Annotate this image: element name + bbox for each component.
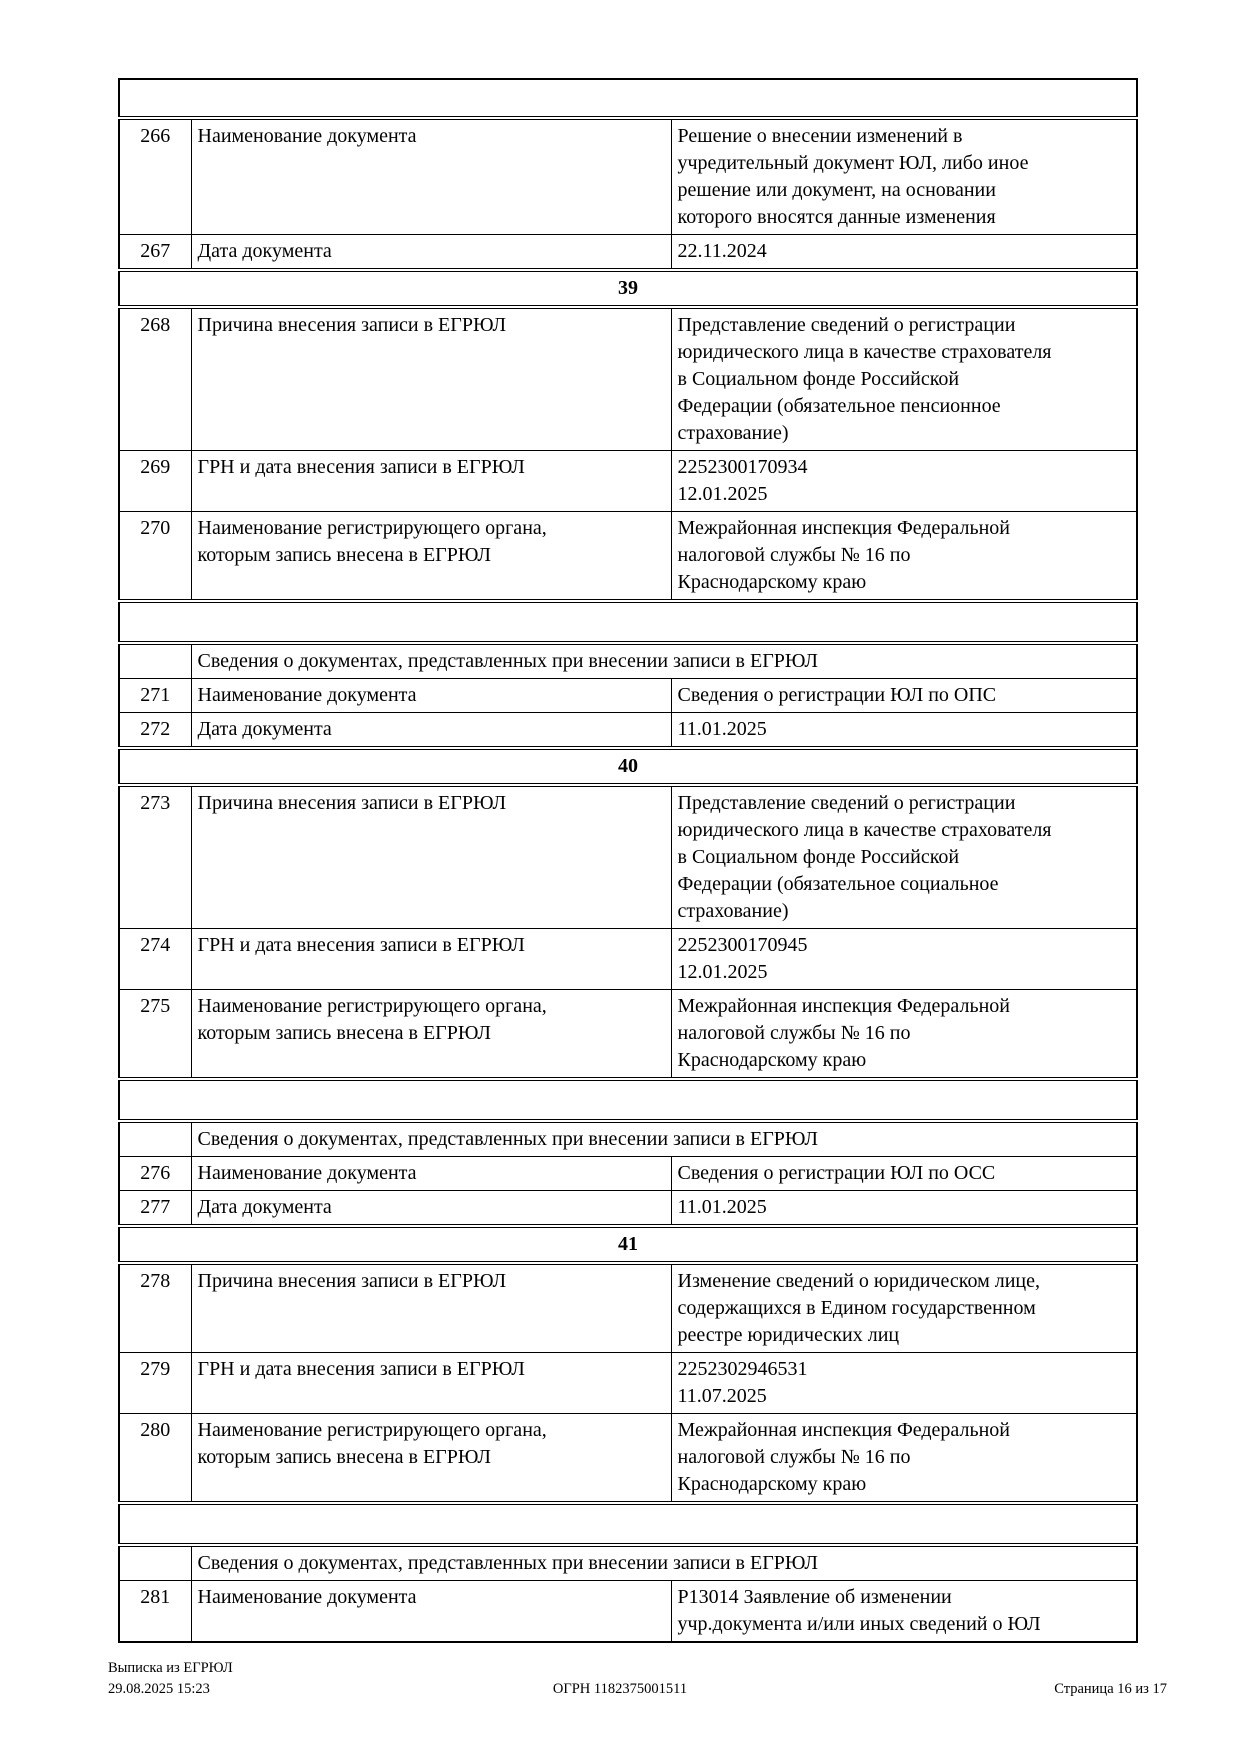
field-value: Р13014 Заявление об изменении учр.докуме…	[670, 1580, 1138, 1643]
table-row: 276 Наименование документа Сведения о ре…	[118, 1156, 1138, 1191]
spacer-row	[118, 1501, 1138, 1547]
section-number-row: 41	[118, 1224, 1138, 1265]
table-row: 268 Причина внесения записи в ЕГРЮЛ Пред…	[118, 306, 1138, 451]
table-row: 280 Наименование регистрирующего органа,…	[118, 1413, 1138, 1504]
field-label: ГРН и дата внесения записи в ЕГРЮЛ	[190, 928, 672, 990]
documents-header-row: Сведения о документах, представленных пр…	[118, 1120, 1138, 1157]
field-value: 11.01.2025	[670, 1190, 1138, 1227]
field-label: Наименование регистрирующего органа, кот…	[190, 511, 672, 602]
section-number-row: 40	[118, 746, 1138, 787]
table-row: 270 Наименование регистрирующего органа,…	[118, 511, 1138, 602]
field-value: Межрайонная инспекция Федеральной налого…	[670, 1413, 1138, 1504]
table-row: 266 Наименование документа Решение о вне…	[118, 117, 1138, 235]
row-number: 266	[118, 117, 192, 235]
field-value: Сведения о регистрации ЮЛ по ОСС	[670, 1156, 1138, 1191]
footer-ogrn: ОГРН 1182375001511	[552, 1681, 688, 1697]
spacer-cell	[118, 1501, 1138, 1547]
table-row: 267 Дата документа 22.11.2024	[118, 234, 1138, 271]
field-label: Наименование регистрирующего органа, кот…	[190, 1413, 672, 1504]
footer-doc-info: Выписка из ЕГРЮЛ 29.08.2025 15:23	[108, 1658, 233, 1700]
row-number: 270	[118, 511, 192, 602]
documents-header-row: Сведения о документах, представленных пр…	[118, 642, 1138, 679]
field-value: Межрайонная инспекция Федеральной налого…	[670, 989, 1138, 1080]
field-value: 2252300170945 12.01.2025	[670, 928, 1138, 990]
footer-doc-title: Выписка из ЕГРЮЛ	[108, 1660, 233, 1676]
table-row: 269 ГРН и дата внесения записи в ЕГРЮЛ 2…	[118, 450, 1138, 512]
field-label: Причина внесения записи в ЕГРЮЛ	[190, 784, 672, 929]
field-label: Дата документа	[190, 234, 672, 271]
row-number: 281	[118, 1580, 192, 1643]
spacer-cell	[118, 599, 1138, 645]
table-row: 278 Причина внесения записи в ЕГРЮЛ Изме…	[118, 1262, 1138, 1353]
field-label: ГРН и дата внесения записи в ЕГРЮЛ	[190, 1352, 672, 1414]
table-row: 275 Наименование регистрирующего органа,…	[118, 989, 1138, 1080]
row-number: 273	[118, 784, 192, 929]
row-number: 275	[118, 989, 192, 1080]
field-label: Наименование документа	[190, 1580, 672, 1643]
row-number: 272	[118, 712, 192, 749]
row-number: 274	[118, 928, 192, 990]
field-label: Причина внесения записи в ЕГРЮЛ	[190, 306, 672, 451]
blank-cell	[118, 78, 1138, 120]
table-row: 279 ГРН и дата внесения записи в ЕГРЮЛ 2…	[118, 1352, 1138, 1414]
row-number: 276	[118, 1156, 192, 1191]
field-label: ГРН и дата внесения записи в ЕГРЮЛ	[190, 450, 672, 512]
empty-number-cell	[118, 642, 192, 679]
field-label: Причина внесения записи в ЕГРЮЛ	[190, 1262, 672, 1353]
field-label: Дата документа	[190, 712, 672, 749]
documents-header-row: Сведения о документах, представленных пр…	[118, 1544, 1138, 1581]
empty-number-cell	[118, 1120, 192, 1157]
field-value: 2252300170934 12.01.2025	[670, 450, 1138, 512]
empty-number-cell	[118, 1544, 192, 1581]
field-label: Наименование документа	[190, 678, 672, 713]
field-value: Изменение сведений о юридическом лице, с…	[670, 1262, 1138, 1353]
spacer-cell	[118, 1077, 1138, 1123]
footer-page-number: Страница 16 из 17	[1054, 1681, 1167, 1697]
row-number: 267	[118, 234, 192, 271]
field-value: Решение о внесении изменений в учредител…	[670, 117, 1138, 235]
spacer-row	[118, 1077, 1138, 1123]
documents-header: Сведения о документах, представленных пр…	[190, 642, 1138, 679]
field-value: Представление сведений о регистрации юри…	[670, 306, 1138, 451]
row-number: 278	[118, 1262, 192, 1353]
field-label: Наименование регистрирующего органа, кот…	[190, 989, 672, 1080]
row-number: 277	[118, 1190, 192, 1227]
field-value: Сведения о регистрации ЮЛ по ОПС	[670, 678, 1138, 713]
field-value: 11.01.2025	[670, 712, 1138, 749]
documents-header: Сведения о документах, представленных пр…	[190, 1120, 1138, 1157]
table-row: 271 Наименование документа Сведения о ре…	[118, 678, 1138, 713]
table-row: 281 Наименование документа Р13014 Заявле…	[118, 1580, 1138, 1643]
section-number-row: 39	[118, 268, 1138, 309]
row-number: 279	[118, 1352, 192, 1414]
row-number: 268	[118, 306, 192, 451]
blank-row	[118, 78, 1138, 120]
field-value: 2252302946531 11.07.2025	[670, 1352, 1138, 1414]
field-label: Дата документа	[190, 1190, 672, 1227]
footer-datetime: 29.08.2025 15:23	[108, 1681, 210, 1697]
section-number: 41	[118, 1224, 1138, 1265]
field-value: Межрайонная инспекция Федеральной налого…	[670, 511, 1138, 602]
egrul-table: 266 Наименование документа Решение о вне…	[118, 78, 1139, 1643]
spacer-row	[118, 599, 1138, 645]
row-number: 269	[118, 450, 192, 512]
field-label: Наименование документа	[190, 1156, 672, 1191]
field-label: Наименование документа	[190, 117, 672, 235]
table-row: 277 Дата документа 11.01.2025	[118, 1190, 1138, 1227]
field-value: 22.11.2024	[670, 234, 1138, 271]
section-number: 40	[118, 746, 1138, 787]
row-number: 271	[118, 678, 192, 713]
table-row: 272 Дата документа 11.01.2025	[118, 712, 1138, 749]
table-row: 274 ГРН и дата внесения записи в ЕГРЮЛ 2…	[118, 928, 1138, 990]
table-row: 273 Причина внесения записи в ЕГРЮЛ Пред…	[118, 784, 1138, 929]
documents-header: Сведения о документах, представленных пр…	[190, 1544, 1138, 1581]
section-number: 39	[118, 268, 1138, 309]
field-value: Представление сведений о регистрации юри…	[670, 784, 1138, 929]
row-number: 280	[118, 1413, 192, 1504]
